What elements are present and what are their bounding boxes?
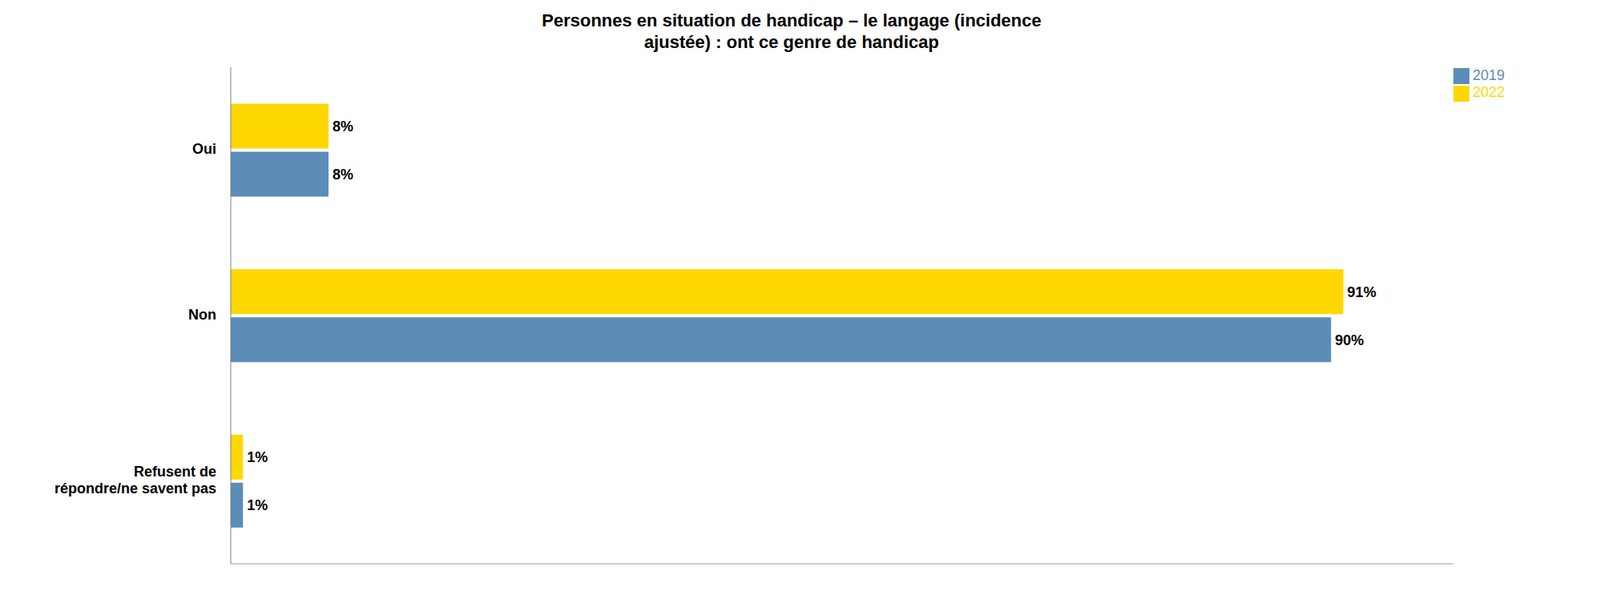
svg-text:90%: 90% xyxy=(1334,332,1364,349)
svg-text:8%: 8% xyxy=(332,166,354,183)
html-text:2019: 2019 xyxy=(1472,67,1505,84)
svg-text:Non: Non xyxy=(188,306,217,323)
svg-text:8%: 8% xyxy=(332,118,354,135)
svg-text:Refusent derépondre/ne savent: Refusent derépondre/ne savent pas xyxy=(54,463,217,497)
svg-text:91%: 91% xyxy=(1347,284,1377,301)
svg-text:1%: 1% xyxy=(246,497,268,514)
html-text:2022: 2022 xyxy=(1472,84,1505,101)
svg-text:Oui: Oui xyxy=(192,141,217,158)
svg-text:1%: 1% xyxy=(246,449,268,466)
html-text:ajustée) : ont ce genre de han: ajustée) : ont ce genre de handicap xyxy=(644,32,940,53)
html-text:Personnes en situation de hand: Personnes en situation de handicap – le … xyxy=(541,10,1042,31)
